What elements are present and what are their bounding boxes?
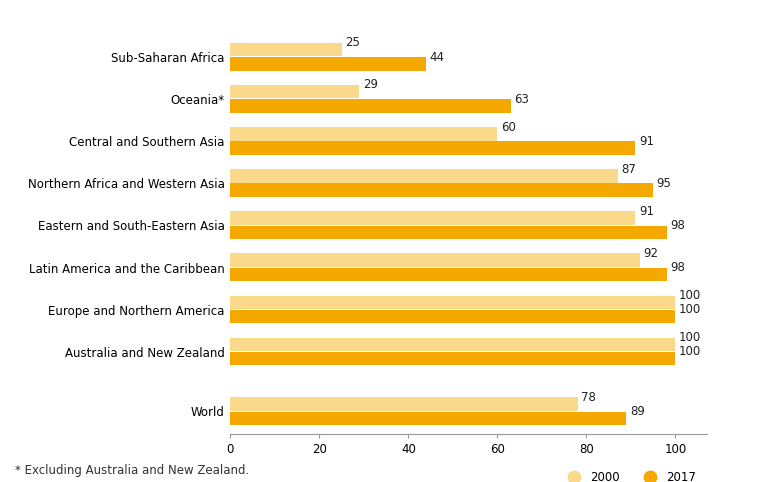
Bar: [230, 337, 675, 351]
Text: 95: 95: [657, 177, 671, 190]
Bar: [230, 141, 635, 155]
Bar: [230, 254, 640, 267]
Bar: [230, 99, 511, 113]
Text: 87: 87: [621, 162, 636, 175]
Bar: [230, 85, 359, 98]
Bar: [230, 169, 617, 183]
Text: 100: 100: [679, 331, 701, 344]
Text: 78: 78: [581, 391, 596, 404]
Bar: [230, 184, 653, 197]
Bar: [230, 397, 578, 411]
Text: 91: 91: [639, 135, 654, 148]
Bar: [230, 57, 426, 71]
Bar: [230, 127, 498, 141]
Text: 100: 100: [679, 303, 701, 316]
Bar: [230, 310, 675, 323]
Bar: [230, 268, 667, 281]
Text: 98: 98: [670, 219, 685, 232]
Text: 63: 63: [515, 93, 529, 106]
Text: 25: 25: [345, 36, 360, 49]
Text: * Excluding Australia and New Zealand.: * Excluding Australia and New Zealand.: [15, 464, 250, 477]
Text: 60: 60: [501, 120, 516, 134]
Bar: [230, 226, 667, 239]
Text: 98: 98: [670, 261, 685, 274]
Legend: 2000, 2017: 2000, 2017: [558, 466, 700, 482]
Text: 100: 100: [679, 289, 701, 302]
Text: 44: 44: [430, 51, 445, 64]
Text: 91: 91: [639, 205, 654, 218]
Text: 29: 29: [363, 79, 378, 92]
Bar: [230, 295, 675, 309]
Text: 100: 100: [679, 346, 701, 359]
Bar: [230, 352, 675, 365]
Bar: [230, 211, 635, 225]
Text: 92: 92: [644, 247, 658, 260]
Bar: [230, 412, 627, 425]
Bar: [230, 43, 342, 56]
Text: 89: 89: [630, 405, 645, 418]
